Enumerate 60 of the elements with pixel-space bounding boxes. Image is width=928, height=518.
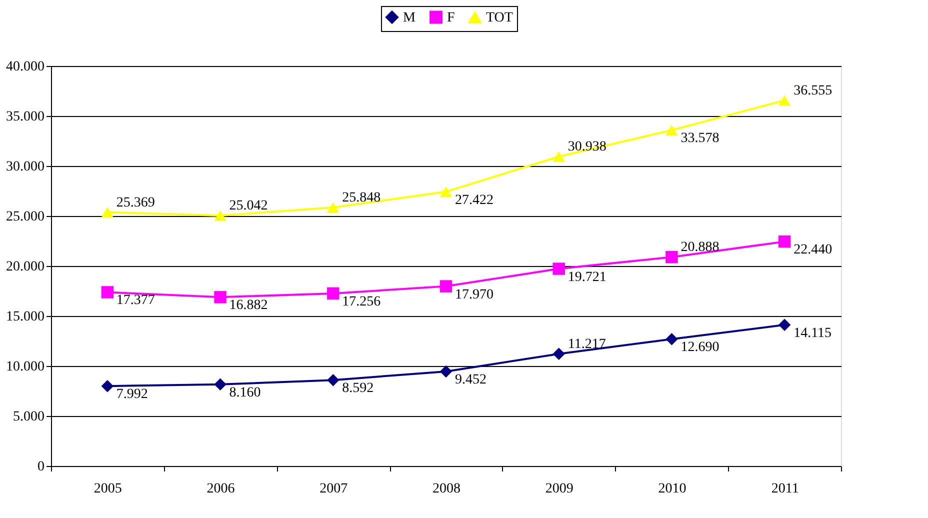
x-tick-label: 2007 xyxy=(320,482,348,496)
point xyxy=(666,332,678,346)
point xyxy=(552,262,565,275)
data-label: 25.369 xyxy=(116,195,155,210)
data-label: 22.440 xyxy=(794,242,832,258)
point xyxy=(778,318,791,331)
point xyxy=(327,374,340,386)
y-tick-label: 20.000 xyxy=(6,260,44,274)
data-label: 17.256 xyxy=(342,294,381,310)
point xyxy=(666,124,678,136)
point xyxy=(778,235,791,248)
data-label: 14.115 xyxy=(794,326,832,341)
data-label: 17.970 xyxy=(455,287,494,302)
data-label: 25.042 xyxy=(229,198,268,214)
legend-label: F xyxy=(447,10,455,26)
point xyxy=(440,280,452,292)
point xyxy=(552,151,565,162)
x-tick-label: 2006 xyxy=(206,482,235,496)
point xyxy=(666,250,678,264)
point xyxy=(440,365,452,378)
data-label: 27.422 xyxy=(455,192,494,208)
data-label: 20.888 xyxy=(680,240,720,256)
point xyxy=(101,207,114,218)
data-label: 33.578 xyxy=(680,131,720,146)
data-label: 17.377 xyxy=(116,293,155,308)
point xyxy=(327,202,340,213)
y-tick-label: 15.000 xyxy=(6,310,44,324)
data-label: 36.555 xyxy=(794,83,832,98)
data-label: 16.882 xyxy=(229,298,268,314)
x-tick-label: 2008 xyxy=(432,482,460,496)
data-label: 19.721 xyxy=(568,270,606,285)
y-tick-label: 30.000 xyxy=(6,160,44,174)
data-label: 11.217 xyxy=(568,336,606,352)
point xyxy=(552,348,565,360)
data-label: 9.452 xyxy=(455,372,486,388)
x-tick-label: 2005 xyxy=(94,482,122,496)
point xyxy=(440,186,452,198)
point xyxy=(327,287,340,300)
point xyxy=(214,210,226,221)
point xyxy=(214,291,226,304)
x-tick-label: 2011 xyxy=(771,482,799,496)
y-tick-label: 35.000 xyxy=(6,110,44,124)
y-tick-label: 10.000 xyxy=(6,360,44,374)
x-tick-label: 2009 xyxy=(545,482,574,496)
point xyxy=(101,380,114,392)
data-label: 12.690 xyxy=(680,340,720,356)
point xyxy=(778,95,791,106)
y-tick-label: 0 xyxy=(38,460,44,474)
y-tick-label: 25.000 xyxy=(6,210,44,224)
y-tick-label: 40.000 xyxy=(6,60,44,74)
legend-label: TOT xyxy=(486,10,514,26)
x-tick-label: 2010 xyxy=(658,482,686,496)
data-label: 8.160 xyxy=(229,385,261,400)
data-label: 25.848 xyxy=(342,190,381,206)
data-label: 7.992 xyxy=(116,387,148,402)
data-label: 8.592 xyxy=(342,381,374,396)
point xyxy=(101,286,114,298)
point xyxy=(214,378,226,391)
y-tick-label: 5.000 xyxy=(13,410,44,424)
legend-label: M xyxy=(403,10,416,26)
